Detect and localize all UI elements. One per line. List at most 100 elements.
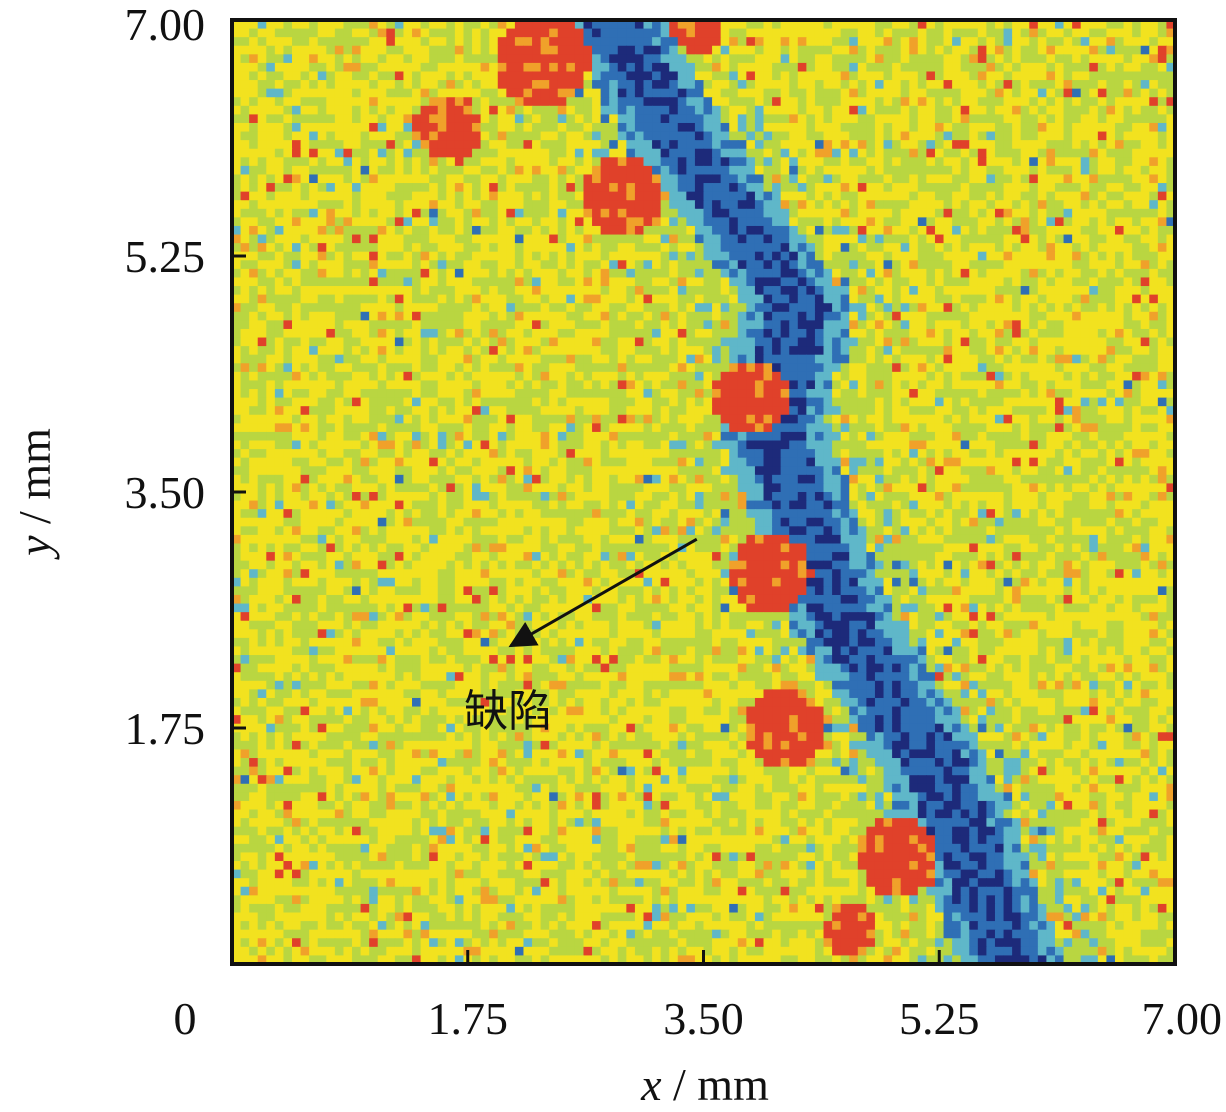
heatmap-cell [729, 371, 739, 382]
heatmap-cell [592, 122, 602, 133]
heatmap-cell [643, 148, 653, 158]
heatmap-cell [1123, 183, 1133, 193]
heatmap-cell [1106, 122, 1116, 133]
heatmap-cell [420, 20, 430, 30]
heatmap-cell [977, 346, 987, 356]
heatmap-cell [360, 346, 370, 356]
heatmap-cell [1123, 371, 1133, 382]
heatmap-cell [1037, 234, 1048, 244]
heatmap-cell [1037, 346, 1048, 356]
heatmap-cell [232, 105, 242, 115]
heatmap-cell [1080, 389, 1090, 399]
heatmap-cell [652, 234, 662, 244]
heatmap-cell [1106, 157, 1116, 167]
heatmap-cell [463, 380, 473, 390]
heatmap-cell [1140, 389, 1150, 399]
heatmap-cell [1037, 148, 1048, 158]
heatmap-cell [652, 114, 662, 124]
heatmap-cell [549, 191, 559, 201]
heatmap-cell [952, 328, 962, 339]
heatmap-cell [600, 354, 610, 364]
heatmap-cell [934, 71, 945, 81]
heatmap-cell [292, 260, 302, 270]
heatmap-cell [909, 268, 919, 279]
heatmap-cell [1072, 140, 1082, 150]
heatmap-cell [994, 225, 1005, 236]
heatmap-cell [1157, 148, 1168, 158]
heatmap-cell [1114, 311, 1125, 321]
heatmap-cell [592, 174, 602, 184]
heatmap-cell [472, 320, 482, 330]
heatmap-cell [892, 328, 902, 339]
heatmap-cell [377, 183, 387, 193]
heatmap-cell [840, 328, 850, 339]
heatmap-cell [369, 363, 379, 373]
heatmap-cell [883, 389, 893, 399]
heatmap-cell [463, 371, 473, 382]
heatmap-cell [609, 183, 619, 193]
heatmap-cell [240, 406, 250, 416]
heatmap-cell [797, 54, 807, 64]
heatmap-cell [283, 286, 293, 296]
heatmap-cell [360, 80, 370, 90]
heatmap-cell [532, 140, 542, 150]
heatmap-cell [857, 354, 867, 364]
heatmap-cell [497, 140, 507, 150]
heatmap-cell [669, 148, 679, 158]
heatmap-cell [1114, 380, 1125, 390]
heatmap-cell [292, 311, 302, 321]
heatmap-cell [489, 294, 499, 304]
heatmap-cell [540, 88, 550, 98]
heatmap-cell [232, 97, 242, 107]
heatmap-cell [729, 80, 739, 90]
heatmap-cell [497, 174, 507, 184]
heatmap-cell [952, 320, 962, 330]
heatmap-cell [360, 191, 370, 201]
heatmap-cell [609, 37, 619, 47]
heatmap-cell [352, 28, 362, 38]
heatmap-cell [1020, 54, 1030, 64]
heatmap-cell [677, 286, 687, 296]
heatmap-cell [934, 277, 945, 287]
heatmap-cell [943, 380, 953, 390]
heatmap-cell [806, 191, 816, 201]
heatmap-cell [300, 286, 310, 296]
heatmap-cell [712, 157, 722, 167]
heatmap-cell [489, 251, 499, 261]
heatmap-cell [1123, 54, 1133, 64]
heatmap-cell [463, 311, 473, 321]
heatmap-cell [1003, 148, 1013, 158]
heatmap-cell [934, 191, 945, 201]
heatmap-cell [1003, 328, 1013, 339]
heatmap-cell [309, 260, 319, 270]
heatmap-cell [549, 251, 559, 261]
heatmap-cell [986, 88, 996, 98]
heatmap-cell [720, 337, 730, 347]
heatmap-cell [737, 20, 747, 30]
heatmap-cell [934, 371, 945, 382]
heatmap-cell [412, 105, 422, 115]
heatmap-cell [900, 80, 910, 90]
heatmap-cell [583, 294, 593, 304]
heatmap-cell [960, 148, 970, 158]
heatmap-cell [360, 251, 370, 261]
heatmap-cell [1046, 328, 1056, 339]
heatmap-cell [326, 37, 336, 47]
heatmap-cell [249, 105, 259, 115]
heatmap-cell [1166, 105, 1176, 115]
heatmap-cell [634, 105, 645, 115]
heatmap-cell [566, 28, 576, 38]
heatmap-cell [334, 320, 345, 330]
heatmap-cell [1149, 277, 1159, 287]
heatmap-cell [814, 234, 825, 244]
heatmap-cell [1106, 277, 1116, 287]
heatmap-cell [686, 337, 696, 347]
heatmap-cell [437, 337, 447, 347]
heatmap-cell [1106, 303, 1116, 313]
heatmap-cell [292, 208, 302, 218]
heatmap-cell [926, 45, 936, 55]
heatmap-cell [712, 354, 722, 364]
heatmap-cell [669, 45, 679, 55]
heatmap-cell [420, 234, 430, 244]
heatmap-cell [283, 200, 293, 210]
